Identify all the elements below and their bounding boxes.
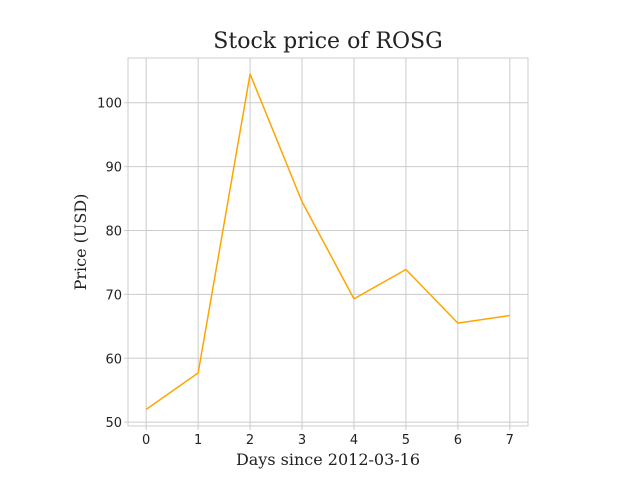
y-axis-label: Price (USD) [71, 194, 90, 291]
y-tick-label: 90 [105, 161, 122, 176]
y-tick-label: 80 [105, 225, 122, 240]
y-tick-label: 60 [105, 352, 122, 367]
plot-frame [127, 57, 529, 427]
series-line [145, 73, 510, 411]
series [145, 73, 510, 411]
chart-title: Stock price of ROSG [213, 29, 442, 54]
x-tick-label: 4 [350, 433, 358, 448]
y-tick-label: 70 [105, 288, 122, 303]
grid [128, 58, 528, 426]
ticks: 0 1 2 3 4 5 6 7 50 60 70 80 90 100 [97, 97, 514, 448]
x-axis-label: Days since 2012-03-16 [236, 450, 420, 469]
x-tick-label: 2 [246, 433, 254, 448]
x-tick-label: 6 [454, 433, 462, 448]
x-tick-label: 0 [142, 433, 150, 448]
x-tick-label: 1 [194, 433, 202, 448]
y-tick-label: 50 [105, 416, 122, 431]
x-tick-label: 7 [506, 433, 514, 448]
y-tick-label: 100 [97, 97, 122, 112]
x-tick-label: 5 [402, 433, 410, 448]
x-tick-label: 3 [298, 433, 306, 448]
